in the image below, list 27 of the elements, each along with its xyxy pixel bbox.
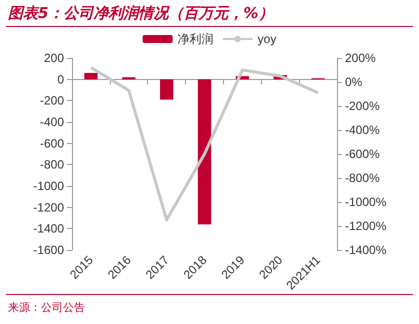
line-series: [89, 66, 320, 222]
bar: [198, 79, 212, 224]
bar: [160, 79, 174, 100]
y-tick-label: -1400: [33, 222, 64, 236]
y-tick-label: 0: [57, 72, 64, 86]
legend-label: yoy: [258, 32, 276, 46]
y-tick-label: -1000: [33, 178, 64, 193]
y2-tick-label: -400%: [345, 122, 380, 137]
y2-tick-label: -200%: [345, 98, 380, 113]
y2-tick-label: 200%: [345, 51, 376, 65]
y2-tick-label: -600%: [345, 146, 380, 161]
source-note: 来源：公司公告: [8, 300, 85, 315]
legend-label: 净利润: [178, 32, 214, 46]
y-tick-label: -1600: [33, 242, 64, 257]
y2-tick-label: -1000%: [345, 194, 387, 209]
bar: [84, 72, 98, 80]
y-tick-label: -600: [40, 136, 64, 150]
chart-title: 图表5：公司净利润情况（百万元，%）: [8, 4, 274, 23]
y2-tick-label: -1200%: [345, 218, 387, 233]
y2-tick-label: -1400%: [345, 242, 387, 257]
y-tick-label: -200: [40, 94, 64, 108]
y-tick-label: -400: [40, 114, 64, 129]
y-tick-label: -1200: [33, 200, 64, 214]
y2-tick-label: -800%: [345, 170, 380, 185]
y-tick-label: -800: [40, 158, 64, 172]
y-tick-label: 200: [44, 51, 64, 65]
y2-tick-label: 0%: [345, 74, 363, 89]
